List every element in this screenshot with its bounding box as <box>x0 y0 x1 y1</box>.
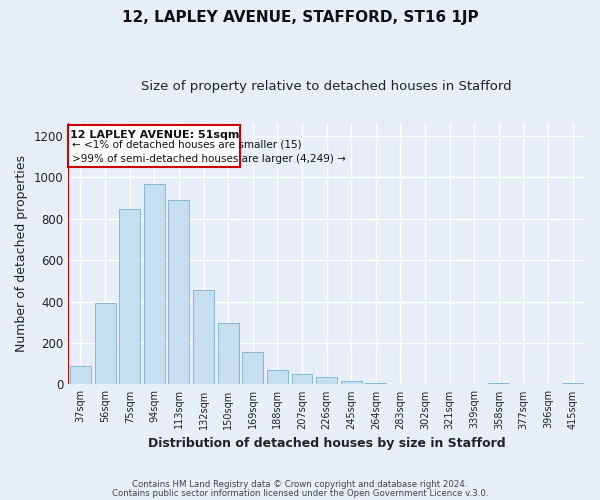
Y-axis label: Number of detached properties: Number of detached properties <box>15 156 28 352</box>
Bar <box>68 126 241 167</box>
Bar <box>242 352 263 384</box>
Text: Contains public sector information licensed under the Open Government Licence v.: Contains public sector information licen… <box>112 488 488 498</box>
Title: Size of property relative to detached houses in Stafford: Size of property relative to detached ho… <box>141 80 512 93</box>
Bar <box>193 290 214 384</box>
Text: Contains HM Land Registry data © Crown copyright and database right 2024.: Contains HM Land Registry data © Crown c… <box>132 480 468 489</box>
Text: 12, LAPLEY AVENUE, STAFFORD, ST16 1JP: 12, LAPLEY AVENUE, STAFFORD, ST16 1JP <box>122 10 478 25</box>
Bar <box>169 200 190 384</box>
Text: 12 LAPLEY AVENUE: 51sqm: 12 LAPLEY AVENUE: 51sqm <box>70 130 239 140</box>
Text: >99% of semi-detached houses are larger (4,249) →: >99% of semi-detached houses are larger … <box>72 154 346 164</box>
Bar <box>267 370 288 384</box>
Bar <box>119 208 140 384</box>
X-axis label: Distribution of detached houses by size in Stafford: Distribution of detached houses by size … <box>148 437 505 450</box>
Bar <box>144 184 165 384</box>
Text: ← <1% of detached houses are smaller (15): ← <1% of detached houses are smaller (15… <box>72 139 301 149</box>
Bar <box>95 302 116 384</box>
Bar <box>365 383 386 384</box>
Bar <box>70 366 91 384</box>
Bar <box>292 374 313 384</box>
Bar <box>341 380 362 384</box>
Bar <box>316 377 337 384</box>
Bar <box>218 322 239 384</box>
